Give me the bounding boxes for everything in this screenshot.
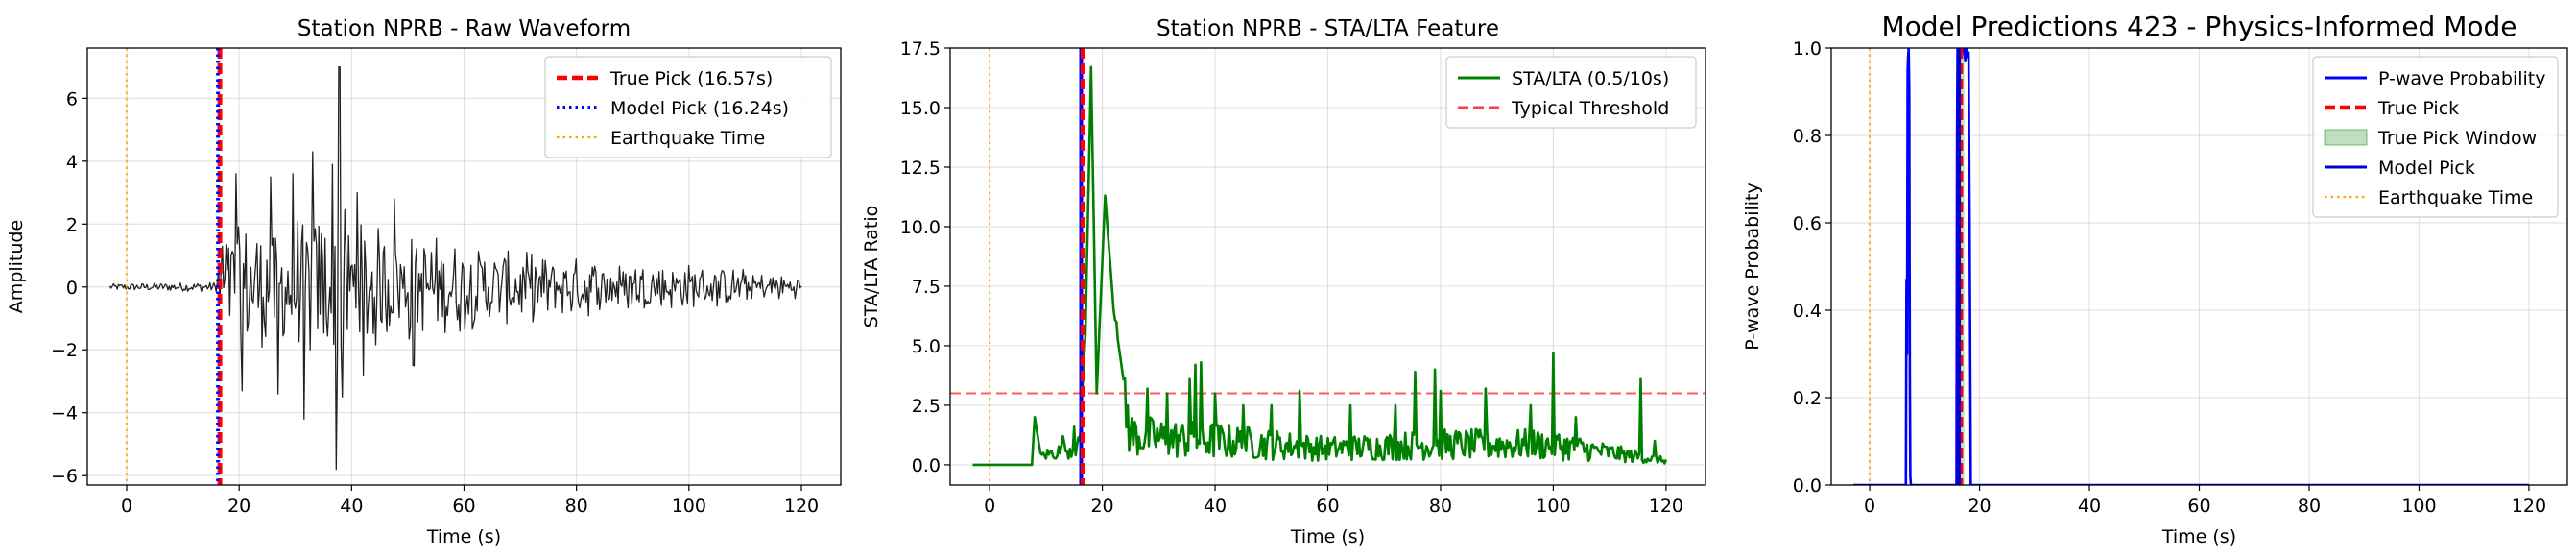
y-tick-label: 4 <box>66 152 78 173</box>
x-tick-label: 120 <box>1649 496 1683 517</box>
plot-area <box>950 48 1705 485</box>
series-line <box>108 65 802 471</box>
y-tick-label: 0.8 <box>1793 126 1822 147</box>
y-tick-label: 10.0 <box>900 217 941 238</box>
y-axis-label: Amplitude <box>6 220 27 313</box>
x-tick-label: 60 <box>2187 496 2210 517</box>
legend-label: Earthquake Time <box>2378 187 2533 208</box>
legend-label: STA/LTA (0.5/10s) <box>1512 68 1669 89</box>
x-tick-label: 120 <box>2512 496 2546 517</box>
legend-label: True Pick Window <box>2377 128 2537 149</box>
x-tick-label: 20 <box>227 496 250 517</box>
chart-panel-waveform: 0 20 40 60 80 100 120 −6 −4 −2 0 2 4 6 Time (s) Amplitu… <box>6 16 842 547</box>
y-tick-label: −2 <box>51 340 78 361</box>
chart-title: Station NPRB - Raw Waveform <box>298 16 631 41</box>
y-axis-label: P-wave Probability <box>1742 182 1763 351</box>
x-tick-label: 80 <box>565 496 588 517</box>
legend-frame <box>1445 56 1697 129</box>
x-axis-label: Time (s) <box>1290 526 1365 547</box>
chart-panel-predictions: 0 20 40 60 80 100 120 0.0 0.2 0.4 0.6 0.8 1.0 Time (s… <box>1742 11 2568 547</box>
y-tick-label: 0.4 <box>1793 301 1822 322</box>
y-tick-label: −6 <box>51 466 78 487</box>
y-tick-label: 12.5 <box>900 158 941 179</box>
y-tick-label: 7.5 <box>912 277 941 298</box>
chart-title: Model Predictions 423 - Physics-Informed… <box>1881 11 2516 42</box>
x-tick-label: 100 <box>2401 496 2436 517</box>
y-tick-label: 5.0 <box>912 336 941 357</box>
y-tick-label: 0.0 <box>912 455 941 476</box>
y-tick-label: 2.5 <box>912 396 941 417</box>
chart-panel-stalta: 0 20 40 60 80 100 120 0.0 2.5 5.0 7.5 10.0 12.5 15.0 1… <box>861 16 1706 547</box>
x-axis-label: Time (s) <box>2161 526 2236 547</box>
legend-label: Typical Threshold <box>1511 98 1669 119</box>
y-tick-label: 1.0 <box>1793 38 1822 60</box>
plot-area <box>108 48 802 485</box>
y-tick-label: −4 <box>51 403 78 425</box>
y-tick-label: 0.2 <box>1793 388 1822 409</box>
x-tick-label: 40 <box>340 496 363 517</box>
legend-label: Model Pick <box>2378 158 2475 179</box>
x-tick-label: 80 <box>2298 496 2321 517</box>
x-tick-label: 40 <box>1204 496 1227 517</box>
x-tick-label: 40 <box>2078 496 2101 517</box>
legend-label: P-wave Probability <box>2378 68 2546 89</box>
series-line <box>972 65 1668 467</box>
chart-title: Station NPRB - STA/LTA Feature <box>1157 16 1499 41</box>
x-tick-label: 60 <box>452 496 475 517</box>
plot-area <box>1852 48 2529 485</box>
legend-swatch <box>2324 129 2368 146</box>
x-tick-label: 80 <box>1429 496 1452 517</box>
x-tick-label: 0 <box>121 496 132 517</box>
x-tick-label: 20 <box>1968 496 1991 517</box>
legend-label: True Pick <box>2377 98 2459 119</box>
y-axis-label: STA/LTA Ratio <box>861 206 882 328</box>
y-tick-label: 2 <box>66 214 78 235</box>
legend-frame <box>2312 56 2559 218</box>
legend-frame <box>544 56 832 158</box>
legend: STA/LTA (0.5/10s) Typical Threshold <box>1445 56 1697 129</box>
y-tick-label: 6 <box>66 88 78 109</box>
x-tick-label: 20 <box>1090 496 1113 517</box>
legend: True Pick (16.57s) Model Pick (16.24s) Ear… <box>544 56 832 158</box>
x-tick-label: 60 <box>1316 496 1339 517</box>
legend: P-wave Probability True Pick True Pick Win… <box>2312 56 2559 218</box>
x-tick-label: 100 <box>672 496 706 517</box>
legend-label: True Pick (16.57s) <box>609 68 773 89</box>
y-tick-label: 0 <box>66 278 78 299</box>
x-axis-label: Time (s) <box>426 526 501 547</box>
x-tick-label: 0 <box>984 496 995 517</box>
x-tick-label: 0 <box>1864 496 1875 517</box>
y-tick-label: 0.6 <box>1793 213 1822 234</box>
y-tick-label: 0.0 <box>1793 475 1822 497</box>
legend-label: Model Pick (16.24s) <box>610 98 789 119</box>
y-tick-label: 15.0 <box>900 98 941 119</box>
x-tick-label: 100 <box>1536 496 1570 517</box>
legend-label: Earthquake Time <box>610 128 765 149</box>
x-tick-label: 120 <box>784 496 819 517</box>
y-tick-label: 17.5 <box>900 38 941 60</box>
